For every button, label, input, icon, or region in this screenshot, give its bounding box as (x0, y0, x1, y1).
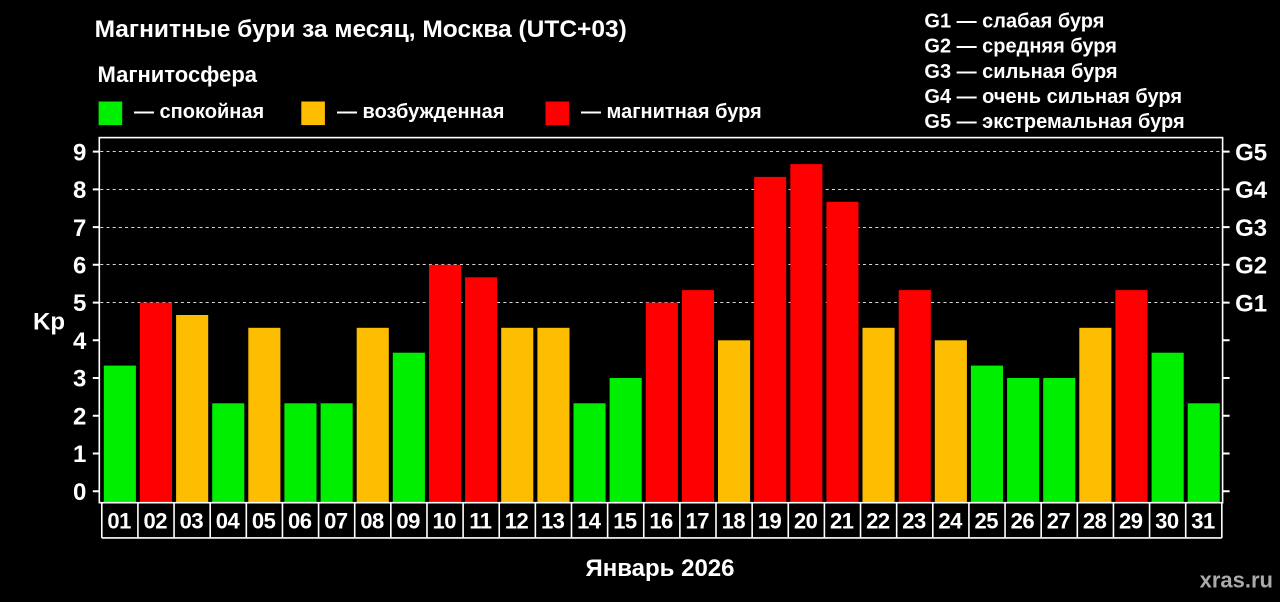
svg-text:22: 22 (866, 509, 890, 534)
svg-text:4: 4 (73, 328, 87, 355)
svg-text:03: 03 (180, 509, 204, 534)
svg-text:23: 23 (902, 509, 926, 534)
svg-text:G1: G1 (1235, 290, 1267, 317)
svg-text:G5 — экстремальная буря: G5 — экстремальная буря (924, 111, 1184, 133)
svg-text:20: 20 (794, 509, 818, 534)
svg-text:xras.ru: xras.ru (1200, 568, 1273, 593)
svg-text:5: 5 (73, 290, 86, 317)
svg-text:05: 05 (252, 509, 276, 534)
svg-text:02: 02 (144, 509, 168, 534)
svg-text:3: 3 (73, 366, 86, 393)
svg-text:G2: G2 (1235, 253, 1267, 280)
svg-text:G2 — средняя буря: G2 — средняя буря (924, 36, 1117, 58)
svg-text:Магнитные бури за месяц, Москв: Магнитные бури за месяц, Москва (UTC+03) (95, 16, 627, 43)
svg-text:— возбужденная: — возбужденная (337, 101, 504, 123)
svg-text:08: 08 (360, 509, 384, 534)
svg-text:9: 9 (73, 139, 86, 166)
svg-text:31: 31 (1191, 509, 1215, 534)
svg-text:21: 21 (830, 509, 854, 534)
svg-text:7: 7 (73, 215, 86, 242)
svg-text:G3 — сильная буря: G3 — сильная буря (924, 61, 1117, 83)
svg-text:25: 25 (974, 509, 998, 534)
svg-text:28: 28 (1083, 509, 1107, 534)
svg-text:G1 — слабая буря: G1 — слабая буря (924, 10, 1104, 32)
svg-text:01: 01 (107, 509, 131, 534)
svg-text:17: 17 (685, 509, 709, 534)
svg-text:— магнитная буря: — магнитная буря (581, 101, 762, 123)
svg-text:19: 19 (758, 509, 782, 534)
svg-text:07: 07 (324, 509, 348, 534)
svg-text:2: 2 (73, 403, 86, 430)
svg-text:10: 10 (433, 509, 457, 534)
svg-text:18: 18 (722, 509, 746, 534)
svg-text:26: 26 (1011, 509, 1035, 534)
svg-text:29: 29 (1119, 509, 1143, 534)
svg-text:06: 06 (288, 509, 312, 534)
svg-text:Январь 2026: Январь 2026 (585, 555, 734, 582)
svg-text:8: 8 (73, 177, 86, 204)
svg-text:30: 30 (1155, 509, 1179, 534)
svg-text:G3: G3 (1235, 215, 1267, 242)
svg-text:— спокойная: — спокойная (134, 101, 264, 123)
svg-text:13: 13 (541, 509, 565, 534)
svg-text:6: 6 (73, 253, 86, 280)
svg-text:1: 1 (73, 441, 86, 468)
svg-text:G5: G5 (1235, 139, 1267, 166)
svg-text:12: 12 (505, 509, 529, 534)
svg-text:16: 16 (649, 509, 673, 534)
svg-text:24: 24 (938, 509, 963, 534)
svg-text:Магнитосфера: Магнитосфера (98, 62, 258, 87)
svg-text:27: 27 (1047, 509, 1071, 534)
svg-text:14: 14 (577, 509, 602, 534)
svg-text:G4 — очень сильная буря: G4 — очень сильная буря (924, 86, 1182, 108)
svg-text:G4: G4 (1235, 177, 1268, 204)
svg-text:15: 15 (613, 509, 637, 534)
svg-text:Kp: Kp (33, 309, 65, 336)
svg-text:04: 04 (216, 509, 241, 534)
svg-text:11: 11 (469, 509, 492, 534)
svg-text:0: 0 (73, 479, 86, 506)
svg-text:09: 09 (396, 509, 420, 534)
